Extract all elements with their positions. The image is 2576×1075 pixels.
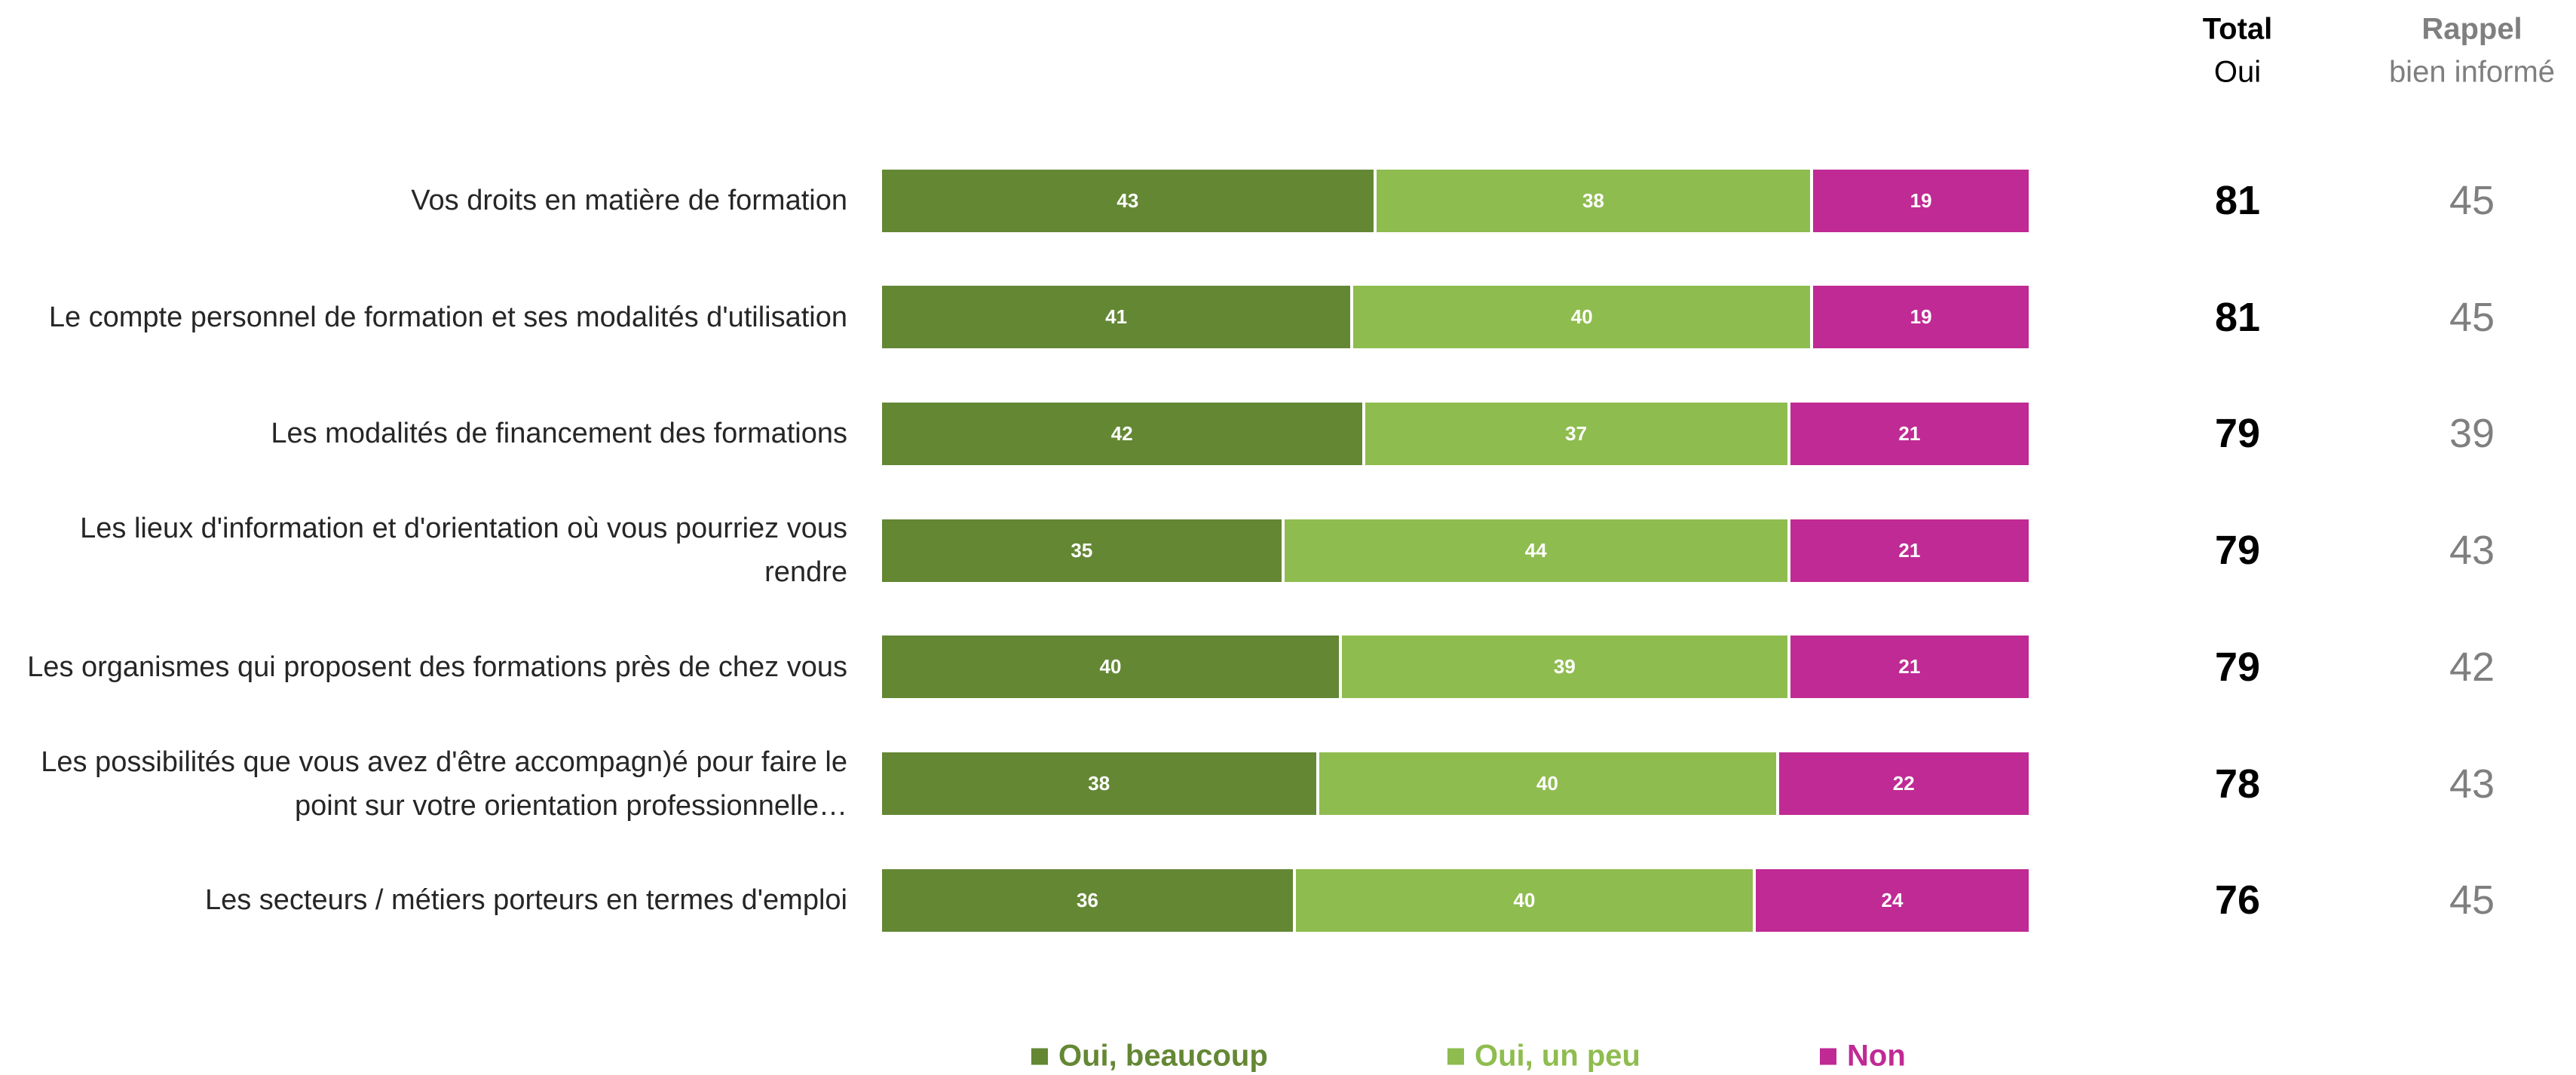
bar-segment: 43 xyxy=(882,169,1377,232)
bar-segment: 40 xyxy=(1353,286,1814,349)
category-label: Les lieux d'information et d'orientation… xyxy=(80,513,847,589)
legend-swatch xyxy=(1820,1048,1836,1064)
category-label: Vos droits en matière de formation xyxy=(411,185,847,216)
column-header: Total xyxy=(2202,12,2273,46)
data-label: 40 xyxy=(1099,655,1122,678)
data-label: 21 xyxy=(1898,655,1921,678)
bar-segment: 40 xyxy=(1296,868,1756,932)
column-value: 42 xyxy=(2449,644,2495,690)
category-label: Les secteurs / métiers porteurs en terme… xyxy=(204,884,847,917)
data-label: 22 xyxy=(1892,772,1915,795)
data-label: 24 xyxy=(1881,888,1904,911)
column-value: 79 xyxy=(2214,528,2261,574)
column-value: 81 xyxy=(2214,178,2261,223)
data-label: 38 xyxy=(1582,188,1604,212)
bar-segment: 36 xyxy=(882,868,1296,932)
bar-segment: 21 xyxy=(1790,402,2032,465)
legend-item: Non xyxy=(1820,1040,1906,1073)
category-label: Les possibilités que vous avez d'être ac… xyxy=(41,746,847,822)
bar-segment: 38 xyxy=(1376,169,1814,232)
category-label: Les modalités de financement des formati… xyxy=(271,418,847,450)
legend-swatch xyxy=(1447,1048,1464,1064)
column-header: bien informé xyxy=(2388,55,2556,89)
data-label: 44 xyxy=(1524,538,1547,562)
column-header: Rappel xyxy=(2421,12,2522,46)
legend-item: Oui, beaucoup xyxy=(1031,1040,1268,1073)
column-value: 79 xyxy=(2214,644,2261,690)
bar-segment: 21 xyxy=(1790,519,2032,582)
column-value: 39 xyxy=(2449,411,2495,457)
bar-segment: 24 xyxy=(1756,868,2032,932)
legend-swatch xyxy=(1031,1048,1048,1064)
data-label: 39 xyxy=(1553,655,1576,678)
data-label: 43 xyxy=(1116,188,1139,212)
data-label: 21 xyxy=(1898,538,1921,562)
data-label: 40 xyxy=(1536,772,1558,795)
data-label: 40 xyxy=(1513,888,1536,911)
data-label: 21 xyxy=(1898,421,1921,445)
bar-segment: 35 xyxy=(882,519,1285,582)
data-label: 41 xyxy=(1105,305,1128,329)
column-value: 45 xyxy=(2449,294,2495,340)
bar-segment: 39 xyxy=(1342,636,1790,699)
bar-segment: 19 xyxy=(1813,169,2032,232)
bar-segment: 21 xyxy=(1790,636,2032,699)
data-label: 42 xyxy=(1110,421,1133,445)
column-value: 45 xyxy=(2449,877,2495,923)
legend-label: Non xyxy=(1847,1039,1906,1073)
data-label: 35 xyxy=(1071,538,1093,562)
bar-segment: 40 xyxy=(1319,752,1779,815)
column-value: 43 xyxy=(2449,761,2495,807)
legend-item: Oui, un peu xyxy=(1447,1040,1640,1073)
bar-segment: 19 xyxy=(1813,286,2032,349)
bar-segment: 44 xyxy=(1284,519,1790,582)
bar-segment: 37 xyxy=(1365,402,1790,465)
legend-label: Oui, beaucoup xyxy=(1058,1039,1268,1073)
column-value: 43 xyxy=(2449,528,2495,574)
data-label: 36 xyxy=(1077,888,1098,911)
data-label: 40 xyxy=(1570,305,1593,329)
bar-segment: 40 xyxy=(882,636,1342,699)
column-value: 45 xyxy=(2449,178,2495,223)
bar-segment: 41 xyxy=(882,286,1354,349)
category-label: Les organismes qui proposent des formati… xyxy=(27,651,847,683)
column-value: 79 xyxy=(2214,411,2261,457)
data-label: 19 xyxy=(1910,305,1932,329)
bar-segment: 22 xyxy=(1778,752,2032,815)
bar-segment: 38 xyxy=(882,752,1319,815)
data-label: 19 xyxy=(1910,188,1932,212)
data-label: 38 xyxy=(1088,772,1110,795)
category-label: Le compte personnel de formation et ses … xyxy=(48,301,847,333)
column-value: 81 xyxy=(2214,294,2261,340)
bar-segment: 42 xyxy=(882,402,1365,465)
data-label: 37 xyxy=(1565,421,1588,445)
column-value: 76 xyxy=(2214,877,2261,923)
column-value: 78 xyxy=(2214,761,2261,807)
legend-label: Oui, un peu xyxy=(1475,1039,1640,1073)
column-header: Oui xyxy=(2213,55,2262,89)
